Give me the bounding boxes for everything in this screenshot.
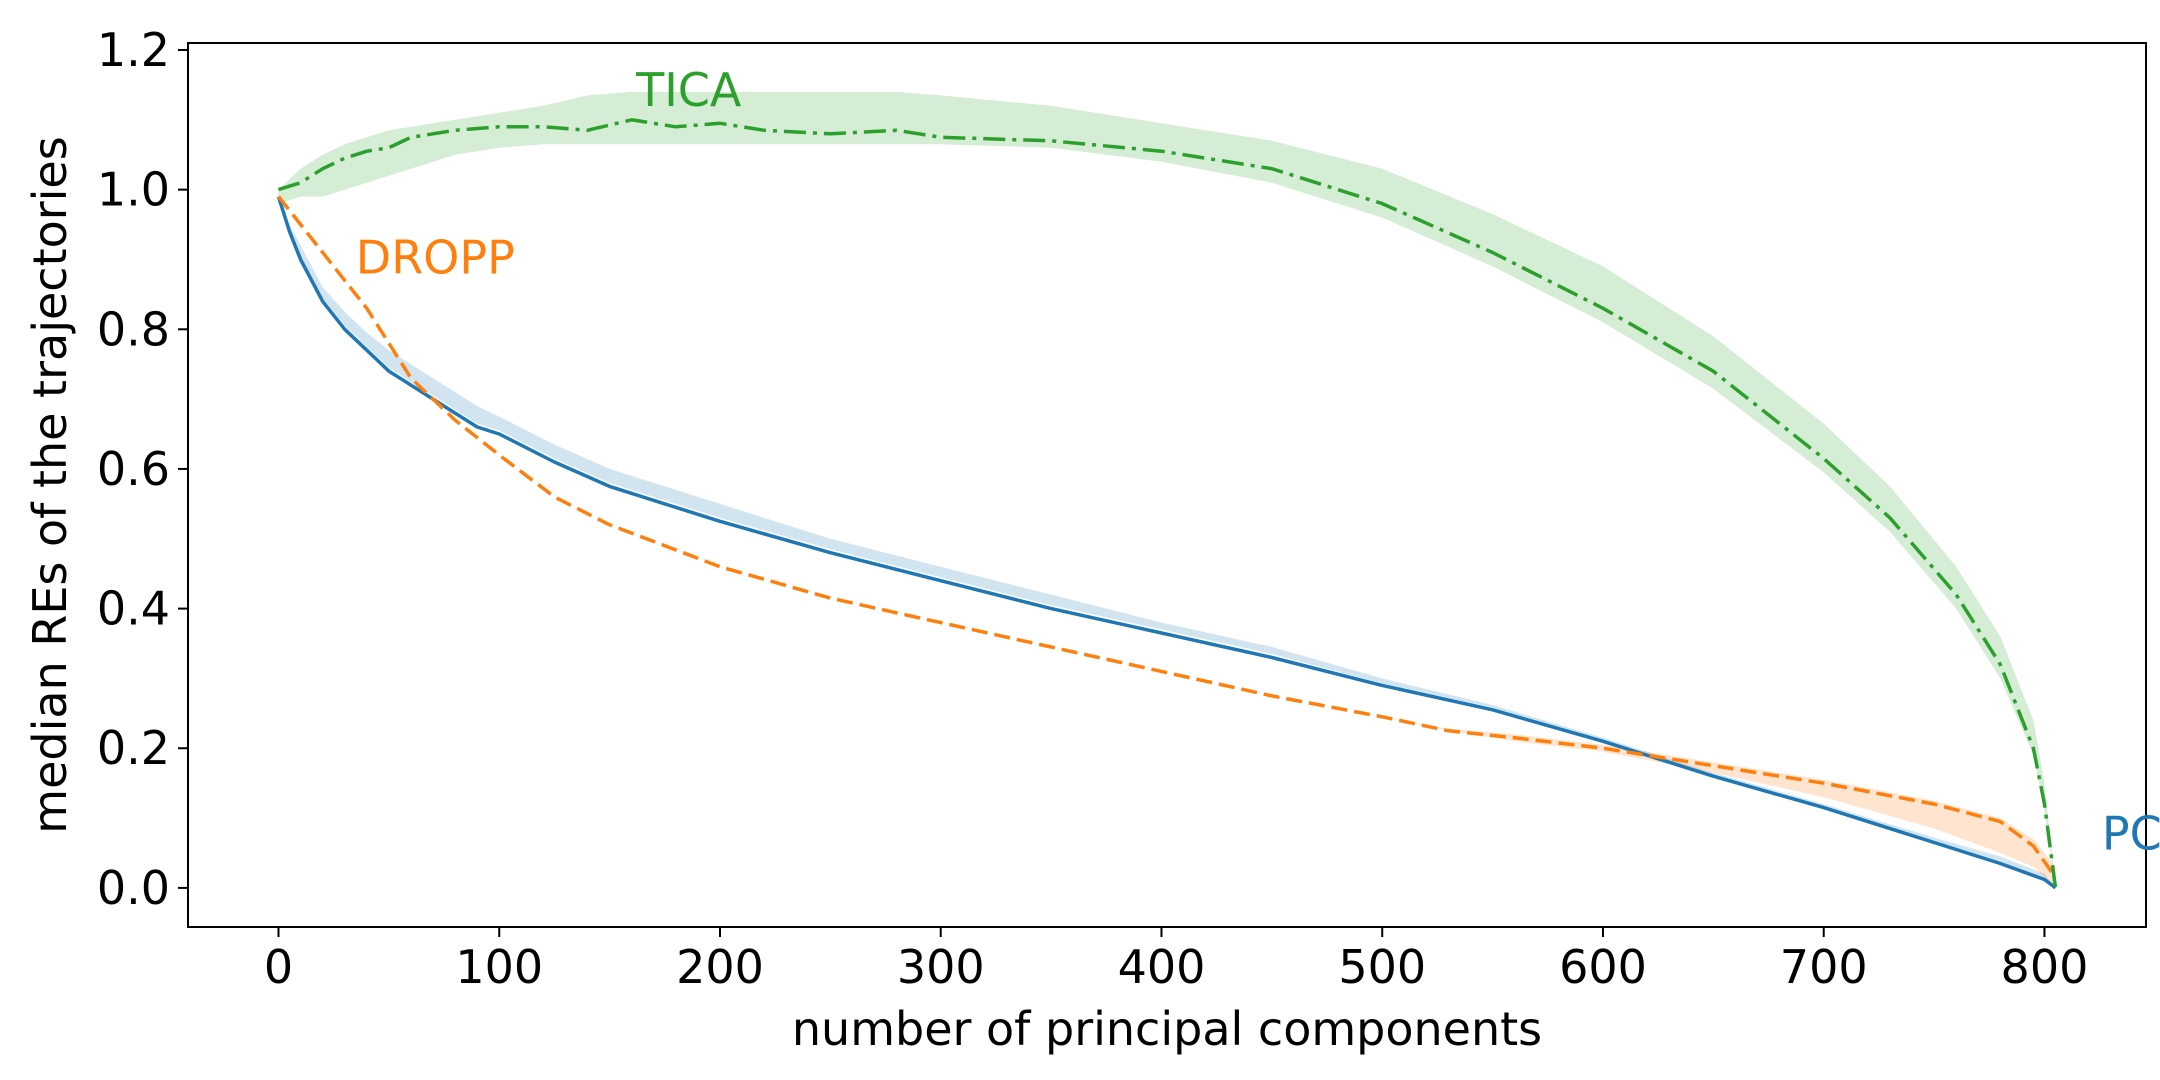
y-tick-label: 0.6 [97,442,170,496]
x-tick-label: 400 [1118,940,1206,994]
tica-series-label: TICA [635,63,742,117]
series-labels: PCA DROPP TICA [356,63,2160,861]
pca-line [276,196,2057,890]
tica-band [278,91,2056,888]
x-tick-label: 200 [676,940,764,994]
y-tick-label: 0.4 [97,582,170,636]
pca-series-label: PCA [2102,807,2160,861]
y-tick-label: 0.2 [97,721,170,775]
x-tick-label: 300 [897,940,985,994]
x-axis-label: number of principal components [792,1002,1542,1056]
x-tick-label: 0 [264,940,293,994]
confidence-bands [278,91,2056,888]
dropp-band [278,196,2056,888]
dropp-line [277,195,2057,879]
y-axis-label: median REs of the trajectories [23,136,77,833]
x-tick-label: 100 [455,940,543,994]
y-tick-label: 1.2 [97,23,170,77]
x-axis-ticks: 0 100 200 300 400 500 600 700 800 [264,927,2088,994]
y-axis-ticks: 0.0 0.2 0.4 0.6 0.8 1.0 1.2 [97,23,188,915]
x-tick-label: 700 [1780,940,1868,994]
x-tick-label: 600 [1559,940,1647,994]
y-tick-label: 0.0 [97,861,170,915]
plot-frame [187,42,2147,928]
tica-line [277,118,2058,889]
series-lines [276,118,2058,890]
x-tick-label: 500 [1338,940,1426,994]
y-tick-label: 1.0 [97,163,170,217]
dropp-series-label: DROPP [356,230,515,284]
x-tick-label: 800 [2001,940,2089,994]
y-tick-label: 0.8 [97,302,170,356]
